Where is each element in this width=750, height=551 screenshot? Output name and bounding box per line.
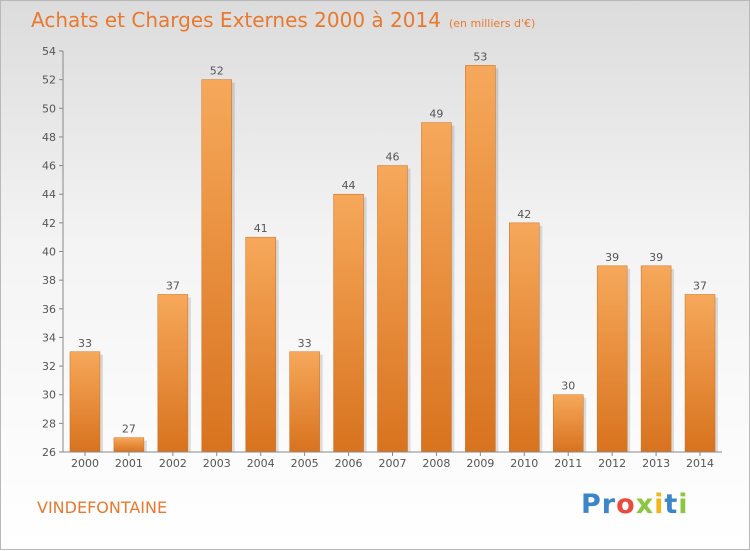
commune-name: VINDEFONTAINE [37,498,168,517]
y-tick-label: 54 [42,45,56,58]
y-tick-label: 30 [42,389,56,402]
bar-2001 [113,437,145,453]
x-tick-label: 2003 [203,457,231,470]
value-label: 33 [78,337,92,350]
bar-2000 [69,351,101,453]
bar-2011 [552,394,584,453]
y-tick-label: 42 [42,217,56,230]
value-label: 46 [386,151,400,164]
x-tick-label: 2004 [247,457,275,470]
bar-2013 [640,265,672,453]
x-tick-label: 2007 [379,457,407,470]
value-label: 30 [561,380,575,393]
x-tick-label: 2013 [642,457,670,470]
title-text: Achats et Charges Externes 2000 à 2014 [31,8,441,32]
x-tick-label: 2011 [554,457,582,470]
logo-letter: x [635,489,655,520]
logo-letter: P [581,489,602,520]
logo-letter: t [664,489,679,520]
value-label: 53 [473,50,487,63]
x-tick-label: 2002 [159,457,187,470]
subtitle-text: (en milliers d'€) [448,17,536,30]
bar-2006 [333,193,364,453]
y-tick-label: 26 [42,446,56,459]
x-tick-label: 2005 [291,457,319,470]
x-tick-label: 2001 [115,457,143,470]
x-tick-label: 2012 [598,457,626,470]
y-tick-label: 34 [42,331,56,344]
logo-letter: o [616,489,636,520]
value-label: 33 [298,337,312,350]
value-label: 49 [429,108,443,121]
y-tick-label: 48 [42,131,56,144]
value-label: 52 [210,65,224,78]
bar-2008 [421,122,452,453]
y-tick-label: 38 [42,274,56,287]
x-tick-label: 2000 [71,457,99,470]
y-tick-label: 52 [42,74,56,87]
value-label: 27 [122,423,136,436]
x-tick-label: 2008 [422,457,450,470]
bar-2003 [201,79,233,453]
value-label: 41 [254,222,268,235]
bar-2012 [596,265,628,453]
x-tick-label: 2009 [466,457,494,470]
y-tick-label: 36 [42,303,56,316]
value-label: 39 [649,251,663,264]
bar-2005 [289,351,320,453]
logo-letter: i [678,489,689,520]
bar-2007 [377,165,408,453]
logo-letter: r [601,489,617,520]
value-label: 37 [166,279,180,292]
chart-title: Achats et Charges Externes 2000 à 2014 (e… [31,8,535,32]
value-label: 42 [517,208,531,221]
bar-2002 [157,294,189,453]
y-tick-label: 32 [42,360,56,373]
y-tick-label: 44 [42,188,56,201]
y-tick-label: 28 [42,417,56,430]
logo-letter: i [654,489,665,520]
x-tick-label: 2010 [510,457,538,470]
bar-2014 [684,294,716,453]
bar-2009 [465,65,496,453]
value-label: 44 [342,179,356,192]
proxiti-logo[interactable]: Proxiti [581,489,689,520]
x-tick-label: 2006 [335,457,363,470]
value-label: 39 [605,251,619,264]
bar-2004 [245,236,276,453]
y-tick-label: 50 [42,102,56,115]
y-tick-label: 40 [42,246,56,259]
y-tick-label: 46 [42,160,56,173]
value-label: 37 [693,279,707,292]
bar-2010 [509,222,540,453]
x-tick-label: 2014 [686,457,714,470]
